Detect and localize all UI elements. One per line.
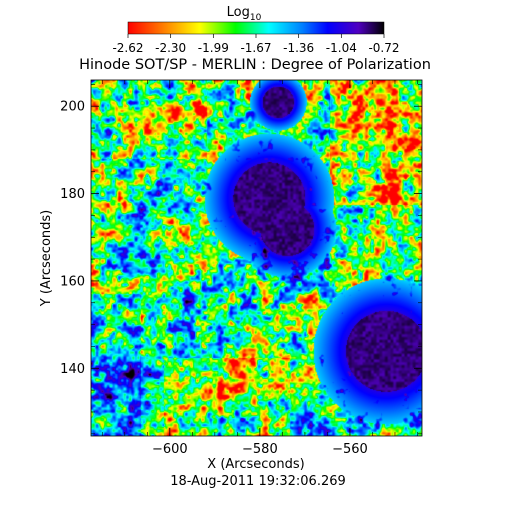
plot-frame [90, 79, 423, 437]
colorbar-ticks: -2.62 -2.30 -1.99 -1.67 -1.36 -1.04 -0.72 [112, 34, 400, 55]
y-tick-label: 200 [60, 100, 85, 115]
colorbar [127, 21, 385, 35]
heatmap-image [91, 80, 422, 436]
y-tick-label: 160 [60, 274, 85, 289]
colorbar-tick-label: -2.30 [155, 41, 186, 55]
x-tick-label: −600 [152, 442, 188, 457]
x-axis-label: X (Arcseconds) [207, 457, 304, 472]
y-tick-label: 180 [60, 187, 85, 202]
chart-title: Hinode SOT/SP - MERLIN : Degree of Polar… [79, 57, 431, 73]
colorbar-tick-label: -1.36 [283, 41, 314, 55]
colorbar-tick-label: -0.72 [368, 41, 399, 55]
y-axis: 140 160 180 200 [60, 84, 422, 435]
x-tick-label: −560 [332, 442, 368, 457]
x-axis: −600 −580 −560 [101, 80, 418, 457]
y-axis-label: Y (Arcseconds) [39, 210, 54, 307]
colorbar-tick-label: -1.99 [198, 41, 229, 55]
colorbar-tick-label: -1.04 [326, 41, 357, 55]
timestamp: 18-Aug-2011 19:32:06.269 [170, 474, 346, 489]
x-tick-label: −580 [242, 442, 278, 457]
colorbar-tick-label: -2.62 [112, 41, 143, 55]
colorbar-label: Log10 [227, 5, 262, 23]
colorbar-tick-label: -1.67 [240, 41, 271, 55]
y-tick-label: 140 [60, 362, 85, 377]
